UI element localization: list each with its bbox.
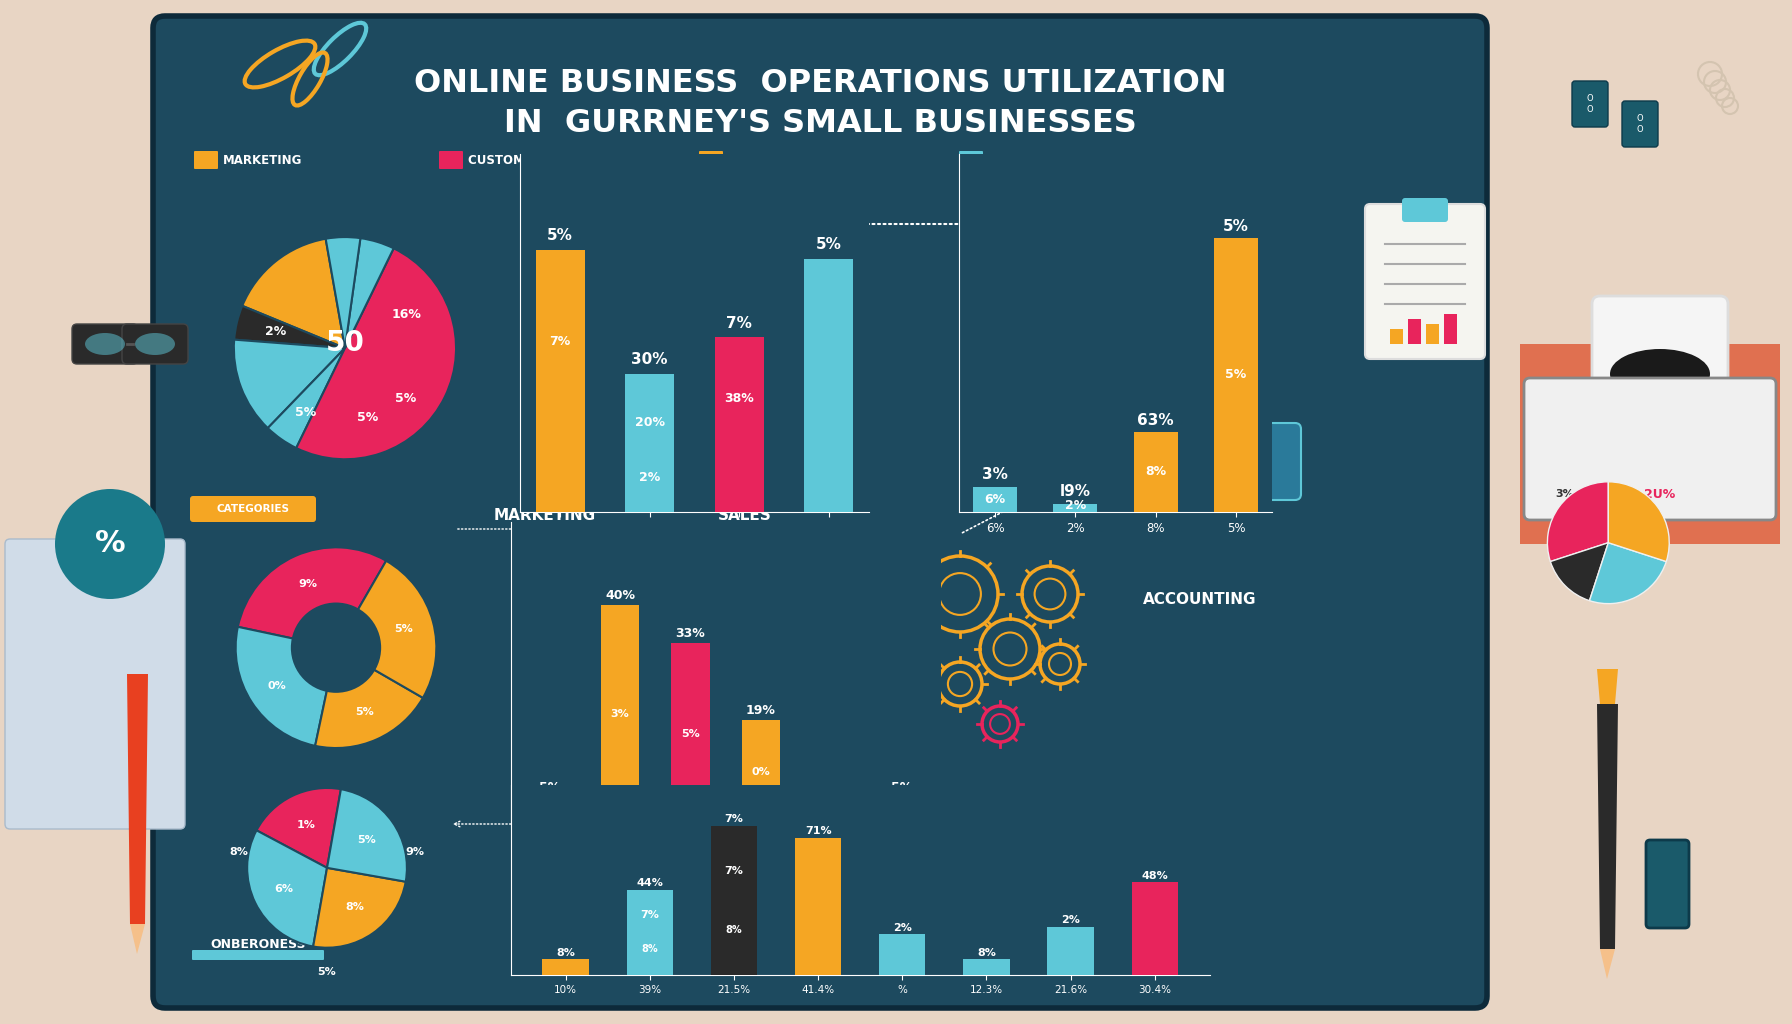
Text: 5%: 5% [539, 781, 561, 795]
Text: 3%: 3% [611, 710, 629, 720]
FancyBboxPatch shape [1572, 81, 1607, 127]
Text: 2%: 2% [892, 923, 912, 933]
Bar [1131, 882, 1177, 975]
Text: 5%: 5% [1226, 369, 1247, 382]
Polygon shape [1520, 344, 1779, 544]
Bar [1054, 504, 1097, 512]
Text: 9%: 9% [297, 579, 317, 589]
Text: %: % [95, 529, 125, 558]
Text: 7%: 7% [724, 865, 744, 876]
Text: BusinessDays: BusinessDays [1152, 469, 1238, 482]
Text: ACCOUNTING: ACCOUNTING [987, 154, 1077, 167]
FancyBboxPatch shape [72, 324, 138, 364]
FancyBboxPatch shape [1090, 423, 1301, 500]
Bar [711, 826, 756, 975]
Bar [1213, 238, 1258, 512]
Text: 5%: 5% [891, 781, 912, 795]
FancyBboxPatch shape [1409, 319, 1421, 344]
Text: 5%: 5% [394, 625, 414, 635]
Ellipse shape [84, 333, 125, 355]
Text: SALES: SALES [719, 509, 772, 523]
Bar [1047, 927, 1093, 975]
Text: 48%: 48% [1142, 870, 1168, 881]
Bar [882, 797, 921, 824]
Wedge shape [326, 237, 360, 348]
Bar [625, 374, 674, 512]
Text: 7%: 7% [640, 910, 659, 921]
FancyBboxPatch shape [5, 539, 185, 829]
Text: 2%: 2% [1064, 499, 1086, 512]
Bar [1134, 432, 1177, 512]
Text: SALES: SALES [728, 154, 769, 167]
Text: 7%: 7% [724, 814, 744, 824]
Text: 7%: 7% [550, 335, 572, 348]
Wedge shape [1609, 481, 1668, 561]
Polygon shape [131, 924, 145, 954]
Text: 8%: 8% [726, 926, 742, 935]
Bar [536, 250, 584, 512]
Text: ACCOUNTING: ACCOUNTING [1143, 592, 1256, 606]
Bar [530, 797, 570, 824]
Text: 8%: 8% [977, 948, 996, 957]
FancyBboxPatch shape [1647, 840, 1690, 928]
Bar [715, 337, 763, 512]
Bar [600, 604, 640, 824]
Text: 33%: 33% [676, 628, 706, 640]
Polygon shape [1597, 669, 1618, 705]
Text: 5%: 5% [296, 407, 317, 419]
Text: 40%: 40% [606, 589, 634, 602]
Bar [805, 259, 853, 512]
Bar [543, 959, 590, 975]
Polygon shape [1597, 705, 1618, 949]
FancyBboxPatch shape [1591, 296, 1727, 452]
Wedge shape [1590, 543, 1667, 603]
Point [116, 338, 138, 350]
FancyBboxPatch shape [1426, 324, 1439, 344]
Text: CATEGORIES: CATEGORIES [217, 504, 290, 514]
FancyBboxPatch shape [439, 151, 462, 169]
Circle shape [290, 602, 382, 693]
Wedge shape [344, 239, 394, 348]
Ellipse shape [1609, 349, 1710, 399]
Text: CUSTOMER SERVICE: CUSTOMER SERVICE [468, 154, 602, 167]
Text: MARKETING: MARKETING [222, 154, 303, 167]
Text: l9%: l9% [1059, 484, 1091, 500]
Text: 6%: 6% [984, 493, 1005, 506]
Ellipse shape [134, 333, 176, 355]
FancyBboxPatch shape [1366, 204, 1486, 359]
Text: 5%: 5% [547, 228, 573, 244]
Text: 2%: 2% [640, 471, 659, 484]
Bar [742, 720, 780, 824]
Text: 9%: 9% [405, 847, 425, 857]
Text: 7%: 7% [726, 315, 753, 331]
Wedge shape [328, 790, 407, 882]
Text: 0%: 0% [267, 681, 287, 691]
Text: 19%: 19% [745, 705, 776, 717]
Text: 2%: 2% [821, 798, 842, 811]
Text: O
O: O O [1636, 115, 1643, 134]
Bar [812, 813, 851, 824]
Text: 5%: 5% [815, 238, 842, 252]
FancyBboxPatch shape [152, 16, 1487, 1008]
Text: 5%: 5% [355, 707, 375, 717]
Text: 5%: 5% [317, 967, 337, 977]
Text: 2%: 2% [265, 325, 287, 338]
Text: 63%: 63% [1138, 413, 1174, 428]
Wedge shape [314, 868, 405, 947]
Wedge shape [235, 306, 344, 348]
Wedge shape [315, 648, 423, 748]
Wedge shape [238, 548, 387, 648]
Text: 30%: 30% [631, 352, 668, 368]
FancyBboxPatch shape [192, 950, 324, 961]
Wedge shape [1548, 481, 1609, 561]
Text: MARKETING: MARKETING [495, 509, 597, 523]
Wedge shape [256, 788, 340, 868]
FancyBboxPatch shape [194, 151, 219, 169]
Wedge shape [337, 561, 435, 698]
Text: 5%: 5% [357, 836, 376, 846]
FancyBboxPatch shape [190, 496, 315, 522]
FancyBboxPatch shape [1401, 198, 1448, 222]
Text: 3%: 3% [1555, 489, 1575, 499]
Polygon shape [1600, 949, 1615, 979]
